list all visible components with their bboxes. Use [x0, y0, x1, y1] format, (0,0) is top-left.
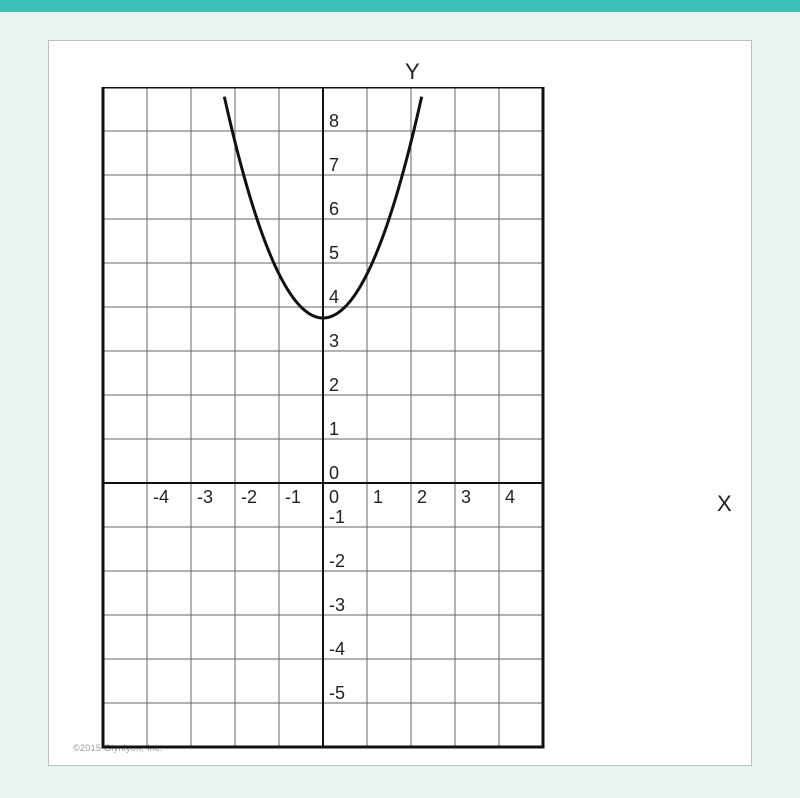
x-tick-label: -2 — [241, 487, 257, 507]
y-tick-label: 0 — [329, 463, 339, 483]
x-axis-label: X — [717, 491, 732, 517]
chart-frame: Y X -5-4-3-2-1012345678-4-3-2-101234 ©20… — [48, 40, 752, 766]
y-tick-label: -1 — [329, 507, 345, 527]
y-tick-label: 6 — [329, 199, 339, 219]
x-tick-label: 2 — [417, 487, 427, 507]
x-tick-label: 1 — [373, 487, 383, 507]
y-tick-label: 1 — [329, 419, 339, 439]
y-tick-label: 4 — [329, 287, 339, 307]
top-accent-bar — [0, 0, 800, 12]
y-tick-label: 2 — [329, 375, 339, 395]
y-axis-label: Y — [405, 59, 420, 85]
y-tick-label: -2 — [329, 551, 345, 571]
y-tick-label: -5 — [329, 683, 345, 703]
y-tick-label: -3 — [329, 595, 345, 615]
y-tick-label: 5 — [329, 243, 339, 263]
plot-svg: -5-4-3-2-1012345678-4-3-2-101234 — [73, 87, 713, 767]
y-tick-label: 7 — [329, 155, 339, 175]
x-tick-label: 4 — [505, 487, 515, 507]
y-tick-label: 8 — [329, 111, 339, 131]
x-tick-label: -1 — [285, 487, 301, 507]
y-tick-label: 3 — [329, 331, 339, 351]
x-tick-label: -3 — [197, 487, 213, 507]
chart-holder: Y X -5-4-3-2-1012345678-4-3-2-101234 — [73, 59, 693, 739]
x-tick-label: -4 — [153, 487, 169, 507]
x-tick-label: 3 — [461, 487, 471, 507]
y-tick-label: -4 — [329, 639, 345, 659]
x-tick-label: 0 — [329, 487, 339, 507]
